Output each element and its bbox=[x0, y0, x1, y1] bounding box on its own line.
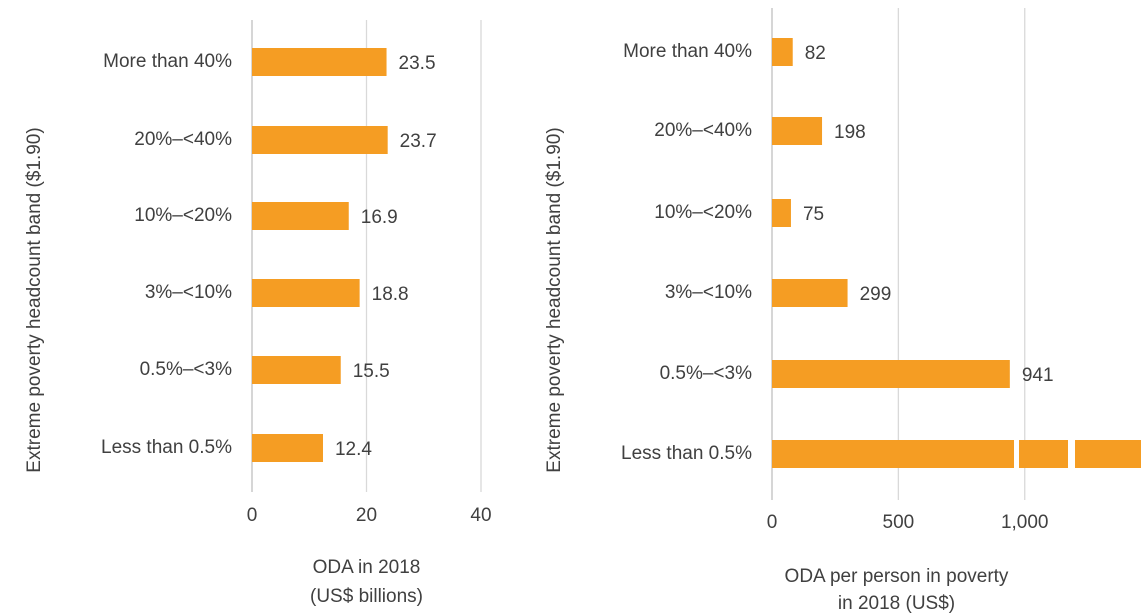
bar bbox=[772, 199, 791, 227]
y-tick-label: 10%–<20% bbox=[654, 202, 752, 223]
x-tick-label: 0 bbox=[767, 512, 778, 533]
y-tick-label: 0.5%–<3% bbox=[660, 363, 753, 384]
bar bbox=[772, 440, 1141, 468]
y-tick-label: More than 40% bbox=[103, 51, 232, 72]
x-tick-label: 1,000 bbox=[1001, 512, 1049, 533]
data-label: 941 bbox=[1022, 365, 1054, 386]
bar bbox=[252, 434, 323, 462]
x-axis-title: in 2018 (US$) bbox=[838, 593, 955, 613]
y-tick-label: Less than 0.5% bbox=[101, 437, 232, 458]
bar bbox=[252, 126, 388, 154]
data-label: 299 bbox=[860, 284, 892, 305]
x-tick-label: 0 bbox=[247, 505, 258, 526]
bar bbox=[772, 117, 823, 145]
data-label: 18.8 bbox=[372, 284, 409, 305]
x-axis-title: ODA in 2018 bbox=[313, 557, 421, 578]
y-axis-title: Extreme poverty headcount band ($1.90) bbox=[24, 127, 45, 472]
bar bbox=[252, 202, 349, 230]
data-label: 75 bbox=[803, 204, 824, 225]
x-tick-label: 40 bbox=[470, 505, 491, 526]
data-label: 12.4 bbox=[335, 439, 372, 460]
x-axis-title: (US$ billions) bbox=[310, 586, 423, 607]
bar bbox=[252, 279, 360, 307]
data-label: 16.9 bbox=[361, 207, 398, 228]
bar bbox=[772, 360, 1010, 388]
data-label: 23.5 bbox=[399, 53, 436, 74]
y-tick-label: 20%–<40% bbox=[134, 129, 232, 150]
data-label: 15.5 bbox=[353, 361, 390, 382]
bar bbox=[772, 279, 848, 307]
bar bbox=[772, 38, 793, 66]
x-tick-label: 500 bbox=[883, 512, 915, 533]
y-tick-label: 20%–<40% bbox=[654, 120, 752, 141]
x-axis-title: ODA per person in poverty bbox=[785, 566, 1009, 587]
data-label: 82 bbox=[805, 43, 826, 64]
axis-break bbox=[1068, 439, 1075, 469]
y-tick-label: More than 40% bbox=[623, 41, 752, 62]
bar bbox=[252, 356, 341, 384]
y-tick-label: 10%–<20% bbox=[134, 205, 232, 226]
y-tick-label: Less than 0.5% bbox=[621, 443, 752, 464]
bar bbox=[252, 48, 387, 76]
data-label: 23.7 bbox=[400, 131, 437, 152]
x-tick-label: 20 bbox=[356, 505, 377, 526]
y-tick-label: 3%–<10% bbox=[145, 282, 232, 303]
y-axis-title: Extreme poverty headcount band ($1.90) bbox=[544, 127, 565, 472]
y-tick-label: 0.5%–<3% bbox=[140, 359, 233, 380]
y-tick-label: 3%–<10% bbox=[665, 282, 752, 303]
axis-break bbox=[1014, 439, 1019, 469]
data-label: 198 bbox=[834, 122, 866, 143]
